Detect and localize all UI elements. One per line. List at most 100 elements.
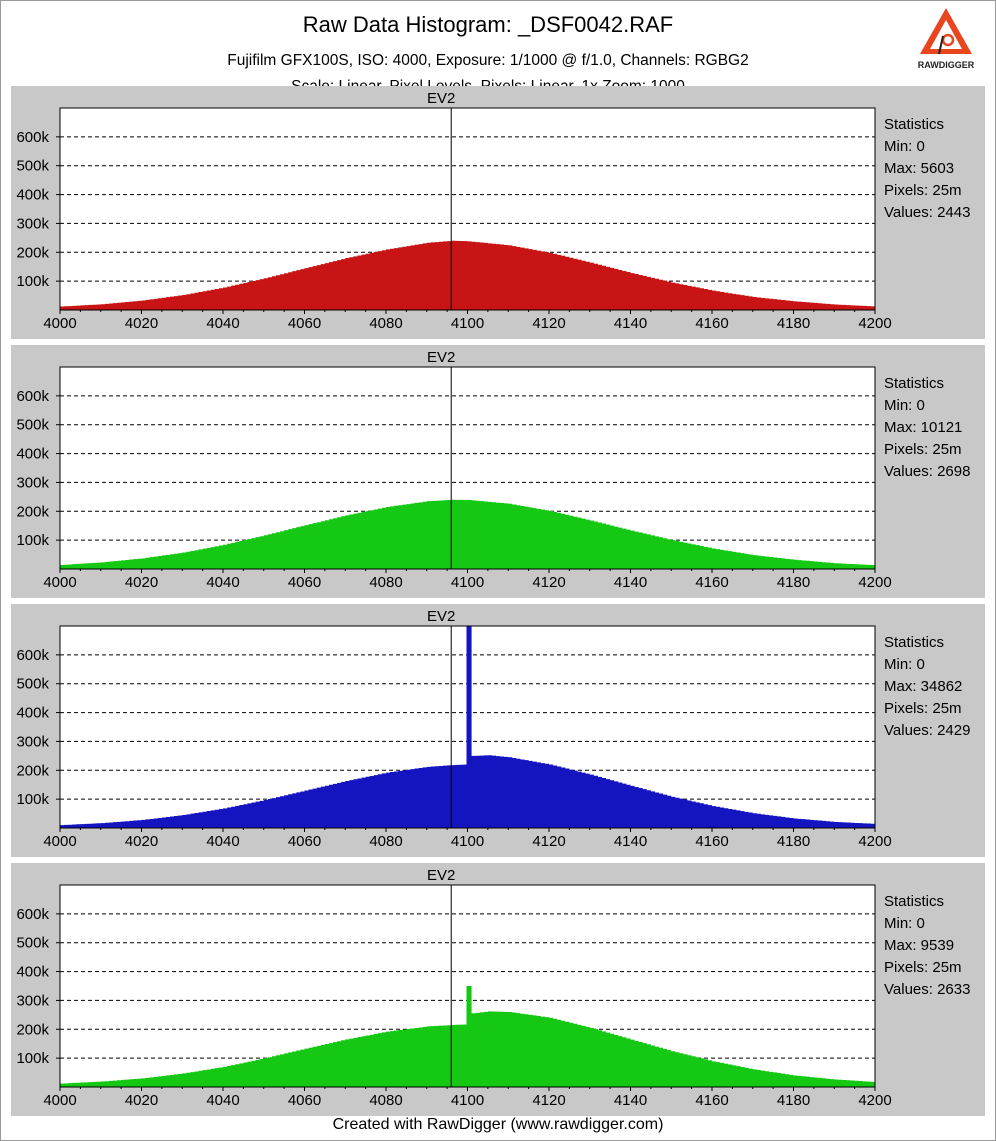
y-tick-label: 100k [16,273,49,290]
x-tick-label: 4180 [777,574,810,591]
statistics-label: Statistics [884,375,945,392]
histogram-panel-blue: EV2 100k 200k 300k 400k 500k 600k 4000 4020 4040 4… [11,604,985,857]
x-tick-label: 4160 [695,1092,728,1109]
ev-marker-label: EV2 [427,349,455,366]
statistics-max: Max: 10121 [884,419,963,436]
statistics-block-green2: Statistics Min: 0 Max: 9539 Pixels: 25m … [884,891,970,1001]
histogram-panel-red: EV2 100k 200k 300k 400k 500k 600k 4000 4020 4040 4… [11,86,985,339]
statistics-block-green: Statistics Min: 0 Max: 10121 Pixels: 25m… [884,373,970,483]
y-tick-label: 300k [16,474,49,491]
histogram-panel-green: EV2 100k 200k 300k 400k 500k 600k 4000 4020 4040 4… [11,345,985,598]
y-tick-label: 600k [16,129,49,146]
x-tick-label: 4040 [206,833,239,850]
histogram-area-g [60,499,875,569]
statistics-max: Max: 34862 [884,678,963,695]
x-tick-label: 4080 [369,315,402,332]
x-tick-label: 4080 [369,574,402,591]
histogram-chart-green[interactable]: EV2 100k 200k 300k 400k 500k 600k 4000 4020 4040 4… [11,345,985,598]
statistics-pixels: Pixels: 25m [884,441,962,458]
x-tick-label: 4040 [206,315,239,332]
x-tick-label: 4020 [125,1092,158,1109]
statistics-values: Values: 2429 [884,722,971,739]
x-tick-label: 4020 [125,315,158,332]
statistics-max: Max: 5603 [884,160,955,177]
x-tick-label: 4080 [369,833,402,850]
y-tick-label: 600k [16,906,49,923]
histogram-area-r [60,240,875,310]
x-tick-label: 4120 [532,833,565,850]
statistics-min: Min: 0 [884,915,925,932]
y-tick-label: 200k [16,244,49,261]
statistics-label: Statistics [884,893,945,910]
x-tick-label: 4000 [43,315,76,332]
statistics-min: Min: 0 [884,656,925,673]
x-tick-label: 4060 [288,574,321,591]
statistics-min: Min: 0 [884,138,925,155]
statistics-values: Values: 2633 [884,981,971,998]
x-tick-label: 4140 [614,1092,647,1109]
x-tick-label: 4020 [125,833,158,850]
x-tick-label: 4040 [206,1092,239,1109]
histogram-chart-green2[interactable]: EV2 100k 200k 300k 400k 500k 600k 4000 4020 4040 4… [11,863,985,1116]
x-tick-label: 4140 [614,833,647,850]
x-tick-label: 4120 [532,1092,565,1109]
x-tick-label: 4200 [858,1092,891,1109]
y-tick-label: 200k [16,1021,49,1038]
statistics-block-red: Statistics Min: 0 Max: 5603 Pixels: 25m … [884,114,970,224]
x-tick-label: 4160 [695,574,728,591]
y-tick-label: 100k [16,532,49,549]
y-tick-label: 500k [16,158,49,175]
ev-marker-label: EV2 [427,867,455,884]
x-tick-label: 4060 [288,833,321,850]
y-tick-label: 100k [16,1050,49,1067]
x-tick-label: 4200 [858,315,891,332]
y-tick-label: 100k [16,791,49,808]
x-tick-label: 4000 [43,833,76,850]
x-tick-label: 4060 [288,315,321,332]
logo-text: RAWDIGGER [918,60,975,70]
report-title: Raw Data Histogram: _DSF0042.RAF [302,12,674,37]
y-tick-label: 300k [16,215,49,232]
x-tick-label: 4180 [777,833,810,850]
x-tick-label: 4120 [532,574,565,591]
statistics-values: Values: 2698 [884,463,971,480]
y-tick-label: 400k [16,705,49,722]
x-tick-label: 4180 [777,1092,810,1109]
y-tick-label: 200k [16,503,49,520]
x-tick-label: 4140 [614,315,647,332]
x-tick-label: 4020 [125,574,158,591]
histogram-panel-green2: EV2 100k 200k 300k 400k 500k 600k 4000 4020 4040 4… [11,863,985,1116]
ev-marker-label: EV2 [427,90,455,107]
statistics-label: Statistics [884,116,945,133]
histogram-chart-red[interactable]: EV2 100k 200k 300k 400k 500k 600k 4000 4020 4040 4… [11,86,985,339]
x-tick-label: 4080 [369,1092,402,1109]
y-tick-label: 600k [16,388,49,405]
statistics-values: Values: 2443 [884,204,971,221]
report-subtitle-secondary: Scale: Linear, Pixel Levels, Pixels: Lin… [0,78,976,86]
statistics-pixels: Pixels: 25m [884,182,962,199]
x-tick-label: 4140 [614,574,647,591]
x-tick-label: 4100 [451,1092,484,1109]
x-tick-label: 4120 [532,315,565,332]
x-tick-label: 4160 [695,833,728,850]
report-footer: Created with RawDigger (www.rawdigger.co… [332,1116,664,1133]
histogram-spike [466,986,471,1087]
y-tick-label: 400k [16,187,49,204]
y-tick-label: 300k [16,992,49,1009]
report-subtitle: Fujifilm GFX100S, ISO: 4000, Exposure: 1… [227,52,749,69]
rawdigger-logo-icon: RAWDIGGER [918,8,975,70]
y-tick-label: 500k [16,676,49,693]
statistics-min: Min: 0 [884,397,925,414]
x-tick-label: 4060 [288,1092,321,1109]
y-tick-label: 400k [16,964,49,981]
x-tick-label: 4160 [695,315,728,332]
histogram-chart-blue[interactable]: EV2 100k 200k 300k 400k 500k 600k 4000 4020 4040 4… [11,604,985,857]
y-tick-label: 400k [16,446,49,463]
ev-marker-label: EV2 [427,608,455,625]
y-tick-label: 200k [16,762,49,779]
x-tick-label: 4180 [777,315,810,332]
histogram-spike [466,626,471,828]
statistics-pixels: Pixels: 25m [884,700,962,717]
statistics-max: Max: 9539 [884,937,955,954]
x-tick-label: 4040 [206,574,239,591]
